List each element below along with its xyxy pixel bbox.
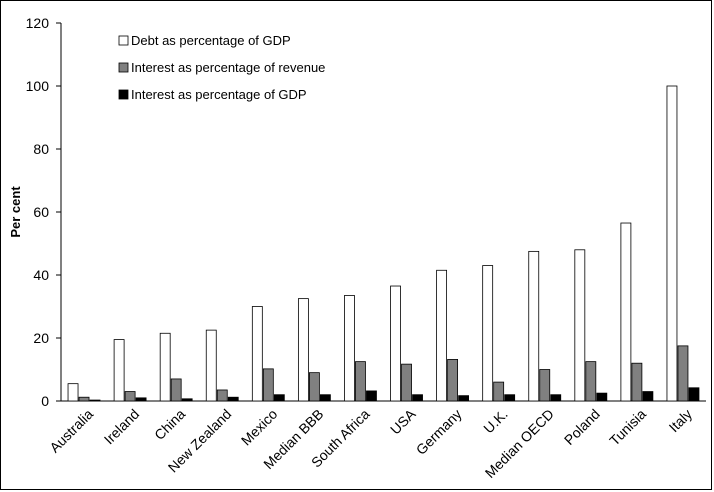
bar-2-south-africa [355,361,366,402]
bar-2-ireland [124,391,136,402]
y-tick-label: 100 [26,78,50,94]
y-tick-label: 0 [41,393,49,409]
y-tick-label: 120 [26,15,50,31]
bar-1-usa [390,285,401,402]
x-tick-label: Tunisia [606,406,649,449]
bar-2-china [170,378,182,402]
bar-3-china [181,398,193,402]
bar-1-median-oecd [528,250,540,402]
bar-1-tunisia [620,222,632,402]
x-tick-label: Australia [46,406,96,456]
x-tick-label: USA [387,405,419,437]
legend-swatch [118,35,129,46]
y-tick-label: 20 [33,330,49,346]
bar-2-australia [78,396,90,402]
bars [67,85,700,402]
legend-label: Debt as percentage of GDP [131,33,291,48]
bar-1-new-zealand [205,329,217,402]
bar-3-italy [688,387,700,402]
bar-2-germany [447,359,459,402]
legend: Debt as percentage of GDP Interest as per… [118,33,325,102]
x-tick-label: Ireland [101,406,143,448]
x-tick-label: Poland [561,406,603,448]
legend-label: Interest as percentage of GDP [131,87,307,102]
bar-2-poland [585,361,597,402]
bar-2-median-oecd [539,369,551,402]
bar-1-australia [67,383,79,402]
legend-swatch [118,89,129,100]
bar-3-germany [458,395,470,402]
bar-1-italy [666,85,678,402]
bar-2-median-bbb [308,372,320,402]
y-tick-label: 40 [33,267,49,283]
bar-1-median-bbb [297,298,309,402]
x-tick-label: China [151,406,188,443]
bar-2-tunisia [631,362,643,402]
y-axis: 0 20 40 60 80 100 120 [26,15,62,409]
bar-3-usa [412,394,423,402]
bar-1-mexico [251,306,263,402]
bar-1-u-k- [482,265,494,402]
bar-1-germany [436,269,448,402]
bar-2-u-k- [493,381,505,402]
bar-1-ireland [113,339,125,402]
y-tick-label: 80 [33,141,49,157]
bar-2-new-zealand [216,389,228,402]
x-tick-label: Germany [413,406,465,458]
bar-2-mexico [262,368,274,402]
bar-3-u-k- [504,394,516,402]
bar-3-poland [596,392,608,402]
bar-3-australia [89,399,101,402]
bar-1-poland [574,249,586,402]
y-axis-label: Per cent [8,186,23,238]
bar-3-median-bbb [319,394,331,402]
bar-3-south-africa [366,390,377,402]
bar-2-usa [401,363,412,402]
x-tick-label: Mexico [238,406,281,449]
bar-3-tunisia [642,391,654,402]
y-tick-label: 60 [33,204,49,220]
bar-3-ireland [135,397,147,402]
bar-1-china [159,332,171,402]
bar-2-italy [677,345,689,402]
bar-3-new-zealand [227,396,239,402]
legend-label: Interest as percentage of revenue [131,60,325,75]
bar-1-south-africa [344,295,355,402]
bar-3-median-oecd [550,394,562,402]
legend-swatch [118,62,129,73]
bar-3-mexico [273,394,285,402]
x-tick-label: Italy [666,406,695,435]
x-tick-label: U.K. [480,406,511,437]
